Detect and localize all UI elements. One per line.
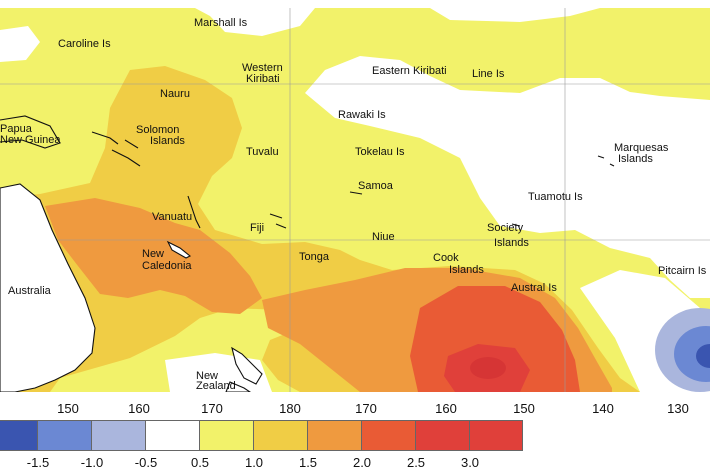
label-vanuatu: Vanuatu bbox=[152, 211, 193, 223]
label-samoa: Samoa bbox=[358, 180, 393, 192]
label-solomon-line2: Islands bbox=[150, 135, 185, 147]
land-outlines bbox=[0, 115, 615, 392]
label-solomon-line1: Solomon bbox=[136, 124, 180, 136]
legend-label: 1.5 bbox=[298, 455, 318, 470]
label-fiji: Fiji bbox=[250, 222, 265, 234]
contour-band-blue bbox=[674, 326, 710, 382]
label-society-line2: Islands bbox=[494, 237, 529, 249]
legend-swatch-dark-blue bbox=[0, 420, 38, 451]
contour-band-dark-blue bbox=[696, 344, 710, 368]
longitude-tick: 150 bbox=[57, 401, 79, 416]
nz-north-island bbox=[231, 346, 263, 385]
label-tonga: Tonga bbox=[299, 251, 329, 263]
longitude-tick: 130 bbox=[667, 401, 689, 416]
legend-label: 3.0 bbox=[460, 455, 480, 470]
color-legend bbox=[0, 420, 523, 451]
legend-label: -1.0 bbox=[80, 455, 104, 470]
legend-label: 2.0 bbox=[352, 455, 372, 470]
label-australia: Australia bbox=[8, 285, 51, 297]
label-tokelau-islands: Tokelau Is bbox=[355, 146, 405, 158]
label-tuamotu-islands: Tuamotu Is bbox=[528, 191, 583, 203]
ocean-patch-nw bbox=[0, 26, 40, 62]
legend-label: 0.5 bbox=[190, 455, 210, 470]
longitude-tick: 180 bbox=[279, 401, 301, 416]
samoa-islands bbox=[349, 191, 363, 195]
australia-coast bbox=[0, 183, 96, 392]
label-new-zealand-line1: New bbox=[196, 370, 219, 382]
label-society-line1: Society bbox=[487, 222, 524, 234]
legend-label: -0.5 bbox=[134, 455, 158, 470]
longitude-tick: 150 bbox=[513, 401, 535, 416]
label-nauru: Nauru bbox=[160, 88, 190, 100]
label-eastern-kiribati: Eastern Kiribati bbox=[372, 65, 447, 77]
label-cook-line1: Cook bbox=[433, 252, 459, 264]
longitude-tick: 170 bbox=[355, 401, 377, 416]
solomon-islands-2 bbox=[111, 149, 141, 167]
label-marquesas-line2: Islands bbox=[618, 153, 653, 165]
ocean-patch-east bbox=[605, 112, 705, 208]
label-cook-line2: Islands bbox=[449, 264, 484, 276]
label-western-kiribati-line1: Western bbox=[242, 62, 283, 74]
legend-swatch-white bbox=[145, 420, 200, 451]
longitude-tick: 160 bbox=[435, 401, 457, 416]
label-line-islands: Line Is bbox=[472, 68, 505, 80]
papua-coast bbox=[0, 115, 61, 149]
label-rawaki-islands: Rawaki Is bbox=[338, 109, 386, 121]
graticule bbox=[0, 8, 710, 392]
legend-swatch-red bbox=[415, 420, 470, 451]
label-tuvalu: Tuvalu bbox=[246, 146, 279, 158]
label-caroline-islands: Caroline Is bbox=[58, 38, 111, 50]
longitude-tick: 170 bbox=[201, 401, 223, 416]
label-austral-islands: Austral Is bbox=[511, 282, 557, 294]
legend-label: 2.5 bbox=[406, 455, 426, 470]
solomon-islands-3 bbox=[124, 139, 139, 149]
legend-swatch-yellow bbox=[199, 420, 254, 451]
longitude-tick: 160 bbox=[128, 401, 150, 416]
longitude-tick: 140 bbox=[592, 401, 614, 416]
marquesas-islands bbox=[597, 155, 615, 167]
solomon-islands-1 bbox=[91, 131, 119, 145]
legend-swatch-pale-blue bbox=[91, 420, 146, 451]
fiji-islands bbox=[269, 213, 287, 229]
label-niue: Niue bbox=[372, 231, 395, 243]
label-new-caledonia-line1: New bbox=[142, 248, 165, 260]
vanuatu-islands bbox=[187, 195, 201, 229]
legend-swatch-deep-red bbox=[469, 420, 523, 451]
legend-swatch-blue bbox=[37, 420, 92, 451]
label-western-kiribati-line2: Kiribati bbox=[246, 73, 280, 85]
label-new-caledonia-line2: Caledonia bbox=[142, 260, 192, 272]
legend-label: -1.5 bbox=[26, 455, 50, 470]
contour-band-orange bbox=[45, 198, 262, 314]
society-islands bbox=[511, 223, 521, 227]
legend-swatch-orange bbox=[307, 420, 362, 451]
legend-swatch-light-orange bbox=[253, 420, 308, 451]
contour-core-red bbox=[470, 357, 506, 379]
map-panel: Marshall Is Caroline Is Western Kiribati… bbox=[0, 8, 710, 392]
label-papua-line2: New Guinea bbox=[0, 134, 61, 146]
anomaly-map bbox=[0, 8, 710, 392]
legend-swatch-red-orange bbox=[361, 420, 416, 451]
label-pitcairn-islands: Pitcairn Is bbox=[658, 265, 707, 277]
label-new-zealand-line2: Zealand bbox=[196, 380, 236, 392]
label-papua-line1: Papua bbox=[0, 123, 32, 135]
label-marquesas-line1: Marquesas bbox=[614, 142, 669, 154]
label-marshall-islands: Marshall Is bbox=[194, 17, 248, 29]
new-caledonia-island bbox=[166, 240, 192, 259]
nz-south-island bbox=[225, 381, 251, 392]
legend-label: 1.0 bbox=[244, 455, 264, 470]
